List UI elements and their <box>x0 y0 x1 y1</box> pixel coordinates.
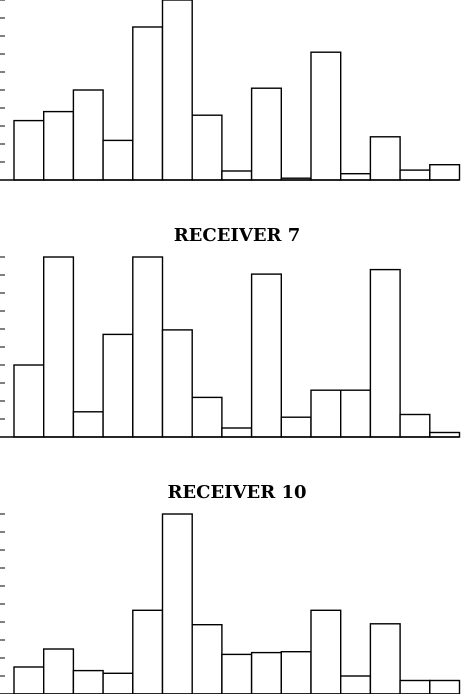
histogram-bar <box>102 672 134 694</box>
histogram-bar <box>161 0 193 181</box>
histogram-bar <box>250 651 283 694</box>
histogram-bar <box>310 51 342 181</box>
histogram-bar <box>310 609 342 694</box>
histogram-bar <box>132 609 164 694</box>
histogram-bar <box>43 648 75 694</box>
histogram-bar <box>102 333 134 438</box>
histogram-bar <box>369 268 401 438</box>
histogram-bar <box>13 119 45 181</box>
histogram-bar <box>191 396 223 438</box>
histogram-bar <box>250 273 283 438</box>
histogram-bar <box>191 114 223 181</box>
panel-receiver-7: RECEIVER 7 <box>0 225 461 438</box>
histogram-bar <box>369 136 401 181</box>
histogram-bar <box>132 256 164 438</box>
histogram-bar <box>72 669 104 694</box>
histogram-bar <box>399 169 431 181</box>
histogram-bar <box>340 675 372 694</box>
histogram-bar <box>221 653 253 694</box>
histogram-bar <box>429 163 461 181</box>
histogram-bar <box>221 427 253 438</box>
chart-title-receiver-10: RECEIVER 10 <box>167 482 306 503</box>
histogram-bar <box>13 666 45 694</box>
histogram-bar <box>340 172 372 181</box>
histogram-bar <box>369 623 401 694</box>
histogram-bar <box>399 413 431 438</box>
histogram-bar <box>191 624 223 694</box>
histogram-bar <box>221 170 253 181</box>
histogram-bar <box>72 89 104 181</box>
histogram-bar <box>161 329 193 438</box>
histogram-bar <box>250 87 283 181</box>
histogram-bar <box>43 110 75 181</box>
histogram-bar <box>72 411 104 438</box>
histogram-bar <box>13 364 45 438</box>
histogram-bar <box>161 513 193 694</box>
panel-1 <box>0 0 461 181</box>
histogram-bar <box>429 679 461 694</box>
histogram-bar <box>43 256 75 438</box>
histogram-bar <box>102 139 134 181</box>
histogram-bar <box>340 389 372 438</box>
chart-title-receiver-7: RECEIVER 7 <box>174 225 301 246</box>
histogram-bar <box>280 651 312 694</box>
histogram-bar <box>399 679 431 694</box>
histogram-bar <box>132 26 164 181</box>
histogram-bar <box>310 389 342 438</box>
histogram-bar <box>280 416 312 438</box>
panel-receiver-10: RECEIVER 10 <box>0 482 461 694</box>
